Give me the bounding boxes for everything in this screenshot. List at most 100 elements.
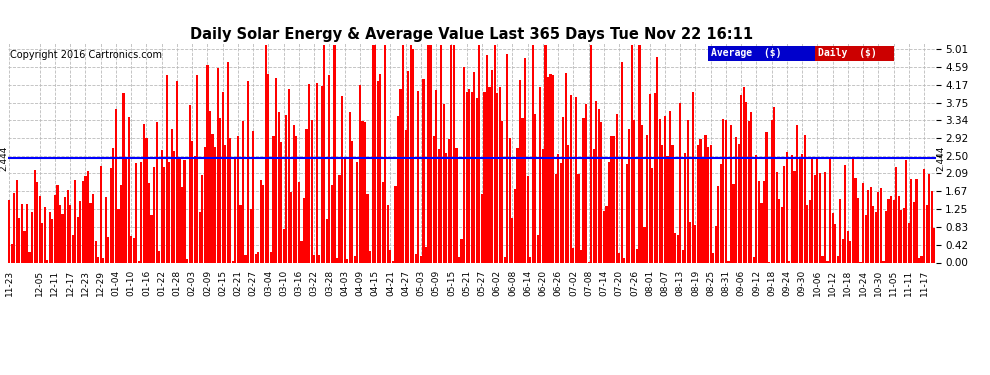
Bar <box>835 225 837 262</box>
Bar <box>79 201 81 262</box>
Bar <box>738 144 740 262</box>
Bar <box>733 184 735 262</box>
Bar <box>201 175 203 262</box>
Bar <box>348 112 350 262</box>
Bar <box>679 102 681 262</box>
Bar <box>669 111 671 262</box>
Bar <box>209 111 211 262</box>
Bar <box>163 167 165 262</box>
Bar <box>219 118 221 262</box>
Bar <box>392 261 394 262</box>
Bar <box>107 237 109 262</box>
Bar <box>600 122 603 262</box>
Bar <box>918 258 920 262</box>
Bar <box>34 171 36 262</box>
Bar <box>400 89 402 262</box>
Bar <box>8 200 10 262</box>
Bar <box>506 54 509 262</box>
Bar <box>405 130 407 262</box>
Bar <box>499 87 501 262</box>
Bar <box>326 219 328 262</box>
Bar <box>885 211 887 262</box>
Bar <box>92 194 94 262</box>
Bar <box>676 236 679 262</box>
Bar <box>450 45 452 262</box>
Bar <box>763 181 765 262</box>
Bar <box>806 205 808 262</box>
Bar <box>42 223 44 262</box>
Bar <box>710 145 712 262</box>
Bar <box>519 80 521 262</box>
Bar <box>504 256 506 262</box>
Bar <box>430 45 433 262</box>
Bar <box>435 90 438 262</box>
Bar <box>911 179 913 262</box>
Bar <box>822 256 824 262</box>
Bar <box>605 206 608 262</box>
Bar <box>275 78 277 262</box>
Bar <box>423 79 425 262</box>
Bar <box>707 147 709 262</box>
Bar <box>61 214 63 262</box>
Bar <box>160 150 162 262</box>
Bar <box>814 176 816 262</box>
Bar <box>53 195 56 262</box>
Bar <box>181 188 183 262</box>
Bar <box>248 81 249 262</box>
Bar <box>875 212 877 262</box>
Bar <box>447 139 449 262</box>
Bar <box>783 166 785 262</box>
Bar <box>478 45 480 262</box>
Bar <box>757 181 760 262</box>
Bar <box>623 258 626 262</box>
Bar <box>394 186 397 262</box>
Bar <box>51 219 53 262</box>
Bar <box>420 255 422 262</box>
Bar <box>120 185 122 262</box>
Bar <box>227 62 229 262</box>
Bar <box>346 259 348 262</box>
Bar <box>580 250 582 262</box>
Bar <box>564 73 567 262</box>
Bar <box>133 238 135 262</box>
Bar <box>809 200 811 262</box>
Bar <box>846 231 849 262</box>
Bar <box>196 75 198 262</box>
Bar <box>465 92 467 262</box>
Bar <box>168 162 170 262</box>
Bar <box>153 167 155 262</box>
Bar <box>801 154 803 262</box>
Bar <box>356 162 358 262</box>
Bar <box>554 174 556 262</box>
Bar <box>923 169 926 262</box>
Text: Copyright 2016 Cartronics.com: Copyright 2016 Cartronics.com <box>10 50 161 60</box>
Bar <box>285 116 287 262</box>
Bar <box>66 190 68 262</box>
Bar <box>687 120 689 262</box>
Bar <box>146 138 148 262</box>
Bar <box>631 45 633 262</box>
Bar <box>542 149 544 262</box>
Bar <box>242 121 245 262</box>
Bar <box>176 81 178 262</box>
Bar <box>867 190 869 262</box>
Bar <box>143 124 145 262</box>
Bar <box>282 229 285 262</box>
Bar <box>725 120 727 262</box>
Bar <box>26 204 28 262</box>
Bar <box>316 83 318 262</box>
Bar <box>336 258 339 262</box>
Bar <box>364 122 366 262</box>
Bar <box>358 85 361 262</box>
Bar <box>123 93 125 262</box>
Bar <box>138 261 140 262</box>
Bar <box>324 45 326 262</box>
Bar <box>366 194 368 262</box>
Bar <box>720 164 722 262</box>
Bar <box>781 207 783 262</box>
Bar <box>264 45 267 262</box>
Bar <box>570 95 572 262</box>
Bar <box>501 121 503 262</box>
Bar <box>483 92 485 262</box>
Bar <box>689 222 691 262</box>
